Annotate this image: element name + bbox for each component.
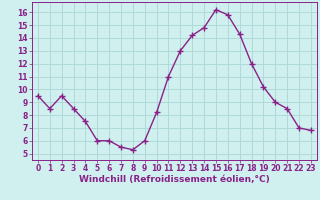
X-axis label: Windchill (Refroidissement éolien,°C): Windchill (Refroidissement éolien,°C)	[79, 175, 270, 184]
